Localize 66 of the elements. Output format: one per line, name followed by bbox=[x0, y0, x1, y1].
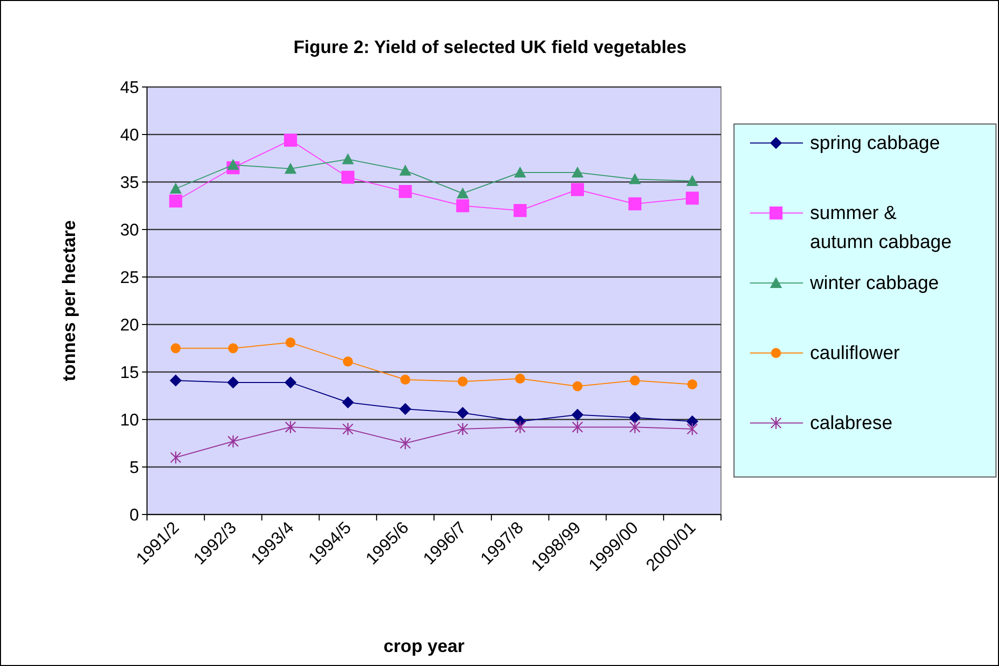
point bbox=[286, 338, 296, 348]
point bbox=[169, 194, 182, 208]
point bbox=[284, 134, 297, 147]
point bbox=[514, 204, 527, 217]
y-tick-label: 5 bbox=[130, 458, 139, 477]
point bbox=[456, 187, 469, 198]
point bbox=[342, 396, 354, 408]
legend-label: spring cabbage bbox=[810, 133, 940, 154]
point bbox=[284, 420, 296, 434]
point bbox=[227, 376, 240, 388]
y-axis-title: tonnes per hectare bbox=[59, 220, 79, 382]
point bbox=[228, 343, 238, 354]
y-tick-label: 0 bbox=[130, 506, 139, 524]
y-tick-label: 10 bbox=[120, 410, 139, 430]
legend-label: cauliflower bbox=[810, 343, 900, 364]
point bbox=[628, 197, 642, 210]
point bbox=[630, 376, 640, 386]
point bbox=[342, 356, 353, 367]
y-tick-label: 35 bbox=[120, 173, 139, 192]
point bbox=[515, 374, 526, 384]
y-tick-label: 20 bbox=[120, 316, 139, 334]
point bbox=[572, 381, 582, 392]
point bbox=[628, 173, 641, 184]
point bbox=[456, 199, 470, 212]
point bbox=[170, 182, 182, 194]
point bbox=[399, 164, 412, 176]
point bbox=[457, 422, 468, 436]
point bbox=[170, 343, 181, 354]
point bbox=[228, 434, 239, 448]
x-axis-title: crop year bbox=[383, 636, 465, 656]
point bbox=[629, 420, 640, 434]
point bbox=[686, 192, 699, 205]
point bbox=[284, 376, 296, 388]
point bbox=[458, 376, 468, 386]
point bbox=[572, 408, 584, 421]
point bbox=[514, 166, 526, 178]
y-tick-label: 30 bbox=[120, 220, 139, 240]
point bbox=[341, 170, 354, 184]
point bbox=[686, 415, 698, 428]
point bbox=[400, 374, 410, 385]
point bbox=[399, 403, 412, 416]
point bbox=[398, 185, 412, 198]
point bbox=[687, 379, 698, 390]
y-tick-label: 45 bbox=[120, 78, 139, 97]
legend-label: calabrese bbox=[810, 413, 892, 434]
y-tick-label: 40 bbox=[120, 126, 139, 144]
legend-label: winter cabbage bbox=[809, 273, 939, 294]
point bbox=[342, 153, 354, 164]
chart-title: Figure 2: Yield of selected UK field vegetables bbox=[293, 37, 687, 57]
point bbox=[514, 420, 526, 434]
y-tick-label: 15 bbox=[120, 363, 139, 382]
point bbox=[572, 166, 584, 178]
point bbox=[628, 412, 641, 424]
point bbox=[284, 162, 296, 174]
point bbox=[400, 436, 411, 450]
point bbox=[342, 422, 354, 436]
point bbox=[572, 420, 584, 434]
point bbox=[686, 422, 698, 436]
point bbox=[571, 183, 584, 196]
legend-label: summer & autumn cabbage bbox=[810, 203, 952, 253]
point bbox=[686, 175, 698, 186]
point bbox=[456, 406, 469, 419]
point bbox=[170, 450, 182, 464]
point bbox=[227, 158, 240, 170]
y-tick-label: 25 bbox=[120, 268, 139, 287]
point bbox=[170, 374, 182, 387]
